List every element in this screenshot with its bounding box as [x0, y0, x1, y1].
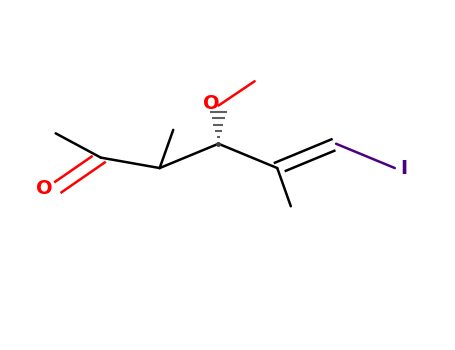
- Text: O: O: [203, 94, 220, 113]
- Text: I: I: [400, 159, 407, 177]
- Text: O: O: [36, 180, 53, 198]
